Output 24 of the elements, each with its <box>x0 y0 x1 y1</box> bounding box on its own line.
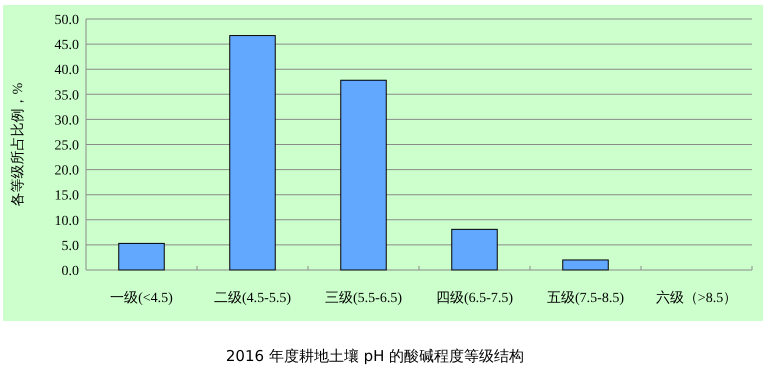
y-tick-label: 45.0 <box>54 38 79 54</box>
y-tick-label: 20.0 <box>54 164 79 179</box>
y-tick-label: 40.0 <box>54 63 79 78</box>
bar <box>229 35 276 270</box>
y-tick-label: 35.0 <box>54 88 79 104</box>
x-tick-label: 五级(7.5-8.5) <box>547 290 624 306</box>
y-tick-label: 50.0 <box>54 13 79 28</box>
text: 2016 年度耕地土壤 pH 的酸碱程度等级结构 <box>226 347 524 365</box>
bar <box>451 228 498 270</box>
bar <box>562 259 609 270</box>
bar <box>340 80 387 270</box>
y-tick-label: 10.0 <box>54 214 79 229</box>
y-axis-title: 各等级所占比例，% <box>10 82 26 206</box>
bar <box>118 242 165 270</box>
y-tick-label: 15.0 <box>54 188 79 204</box>
x-tick-label: 四级(6.5-7.5) <box>436 290 514 306</box>
y-tick-label: 5.0 <box>62 238 79 254</box>
x-tick-label: 一级(<4.5) <box>110 290 174 306</box>
y-tick-label: 0.0 <box>62 264 79 279</box>
x-tick-label: 二级(4.5-5.5) <box>214 290 292 306</box>
y-tick-label: 25.0 <box>54 138 79 154</box>
x-tick-label: 三级(5.5-6.5) <box>325 290 402 306</box>
y-tick-label: 30.0 <box>54 113 79 128</box>
x-tick-label: 六级（>8.5） <box>656 290 738 306</box>
